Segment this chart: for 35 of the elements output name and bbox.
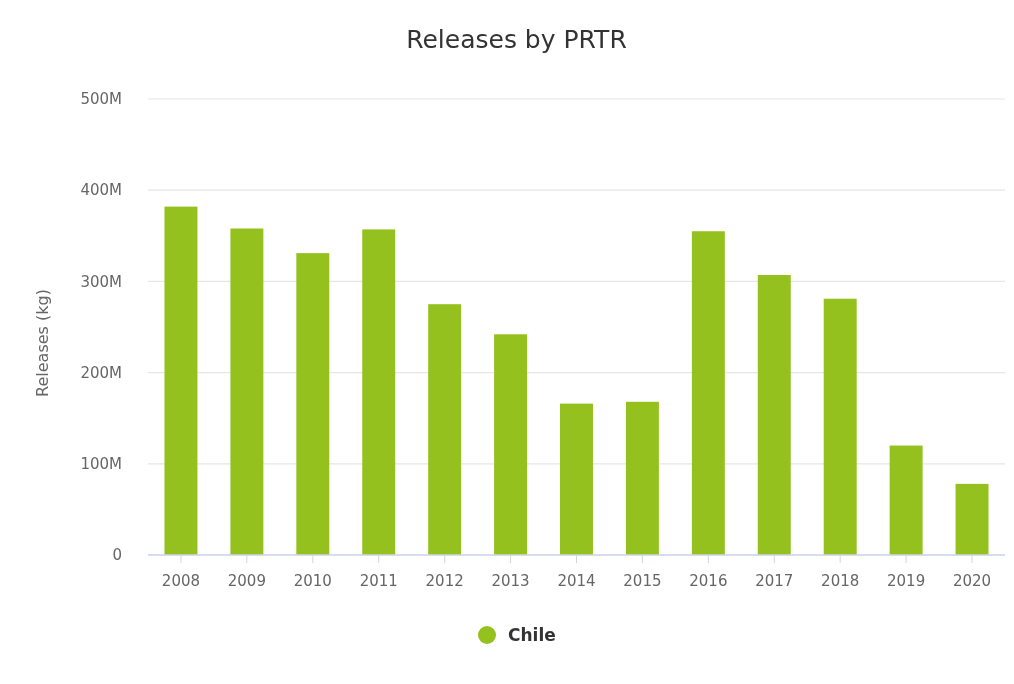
bar xyxy=(560,403,593,555)
bar xyxy=(362,229,396,555)
x-tick-label: 2018 xyxy=(821,572,860,590)
x-tick-label: 2008 xyxy=(161,572,201,590)
x-tick-label: 2014 xyxy=(557,572,596,590)
bar xyxy=(428,304,462,555)
chart-title: Releases by PRTR xyxy=(406,25,627,54)
bar xyxy=(296,253,330,555)
y-axis-title: Releases (kg) xyxy=(33,289,52,397)
x-tick-label: 2015 xyxy=(623,572,662,590)
x-tick-label: 2017 xyxy=(755,572,794,590)
y-tick-label: 100M xyxy=(80,455,122,474)
bar xyxy=(494,334,528,555)
x-tick-label: 2012 xyxy=(425,572,464,590)
x-tick-label: 2016 xyxy=(689,572,728,590)
y-tick-label: 300M xyxy=(80,272,122,291)
x-tick-label: 2020 xyxy=(952,572,992,590)
y-tick-label: 500M xyxy=(80,90,122,109)
x-tick-label: 2019 xyxy=(887,572,926,590)
x-tick-label: 2013 xyxy=(491,572,530,590)
bar xyxy=(691,231,725,555)
bar xyxy=(889,445,923,555)
bar xyxy=(955,483,989,555)
x-tick-label: 2009 xyxy=(227,572,266,590)
y-tick-label: 200M xyxy=(80,363,122,382)
legend-label: Chile xyxy=(508,624,556,645)
bar xyxy=(823,298,857,555)
bar xyxy=(164,206,198,555)
bar xyxy=(230,228,264,555)
bar xyxy=(625,401,659,555)
bar xyxy=(757,275,791,555)
x-tick-label: 2010 xyxy=(293,572,332,590)
y-tick-label: 400M xyxy=(80,181,122,200)
x-tick-label: 2011 xyxy=(359,572,398,590)
y-tick-label: 0 xyxy=(112,546,122,565)
